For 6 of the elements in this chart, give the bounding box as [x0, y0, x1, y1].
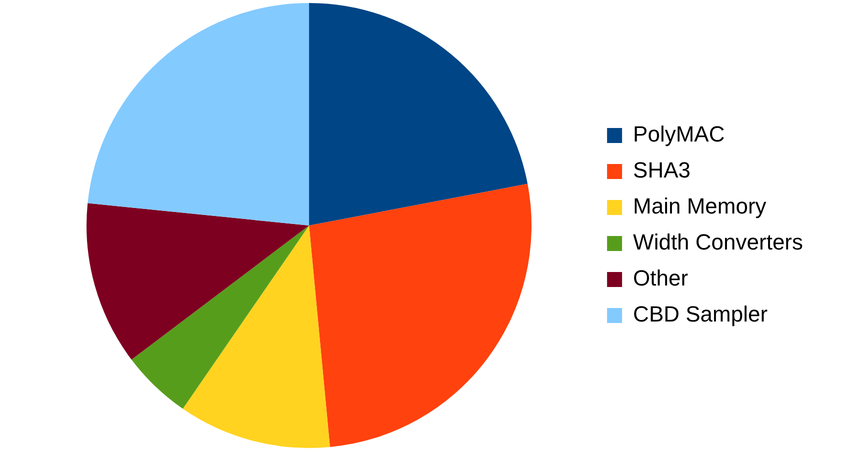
legend-label: Width Converters	[633, 230, 804, 255]
legend-label: SHA3	[633, 158, 691, 183]
legend-label: PolyMAC	[633, 122, 725, 147]
legend-label: Main Memory	[633, 194, 766, 219]
legend-label: CBD Sampler	[633, 302, 768, 327]
legend-label: Other	[633, 266, 688, 291]
